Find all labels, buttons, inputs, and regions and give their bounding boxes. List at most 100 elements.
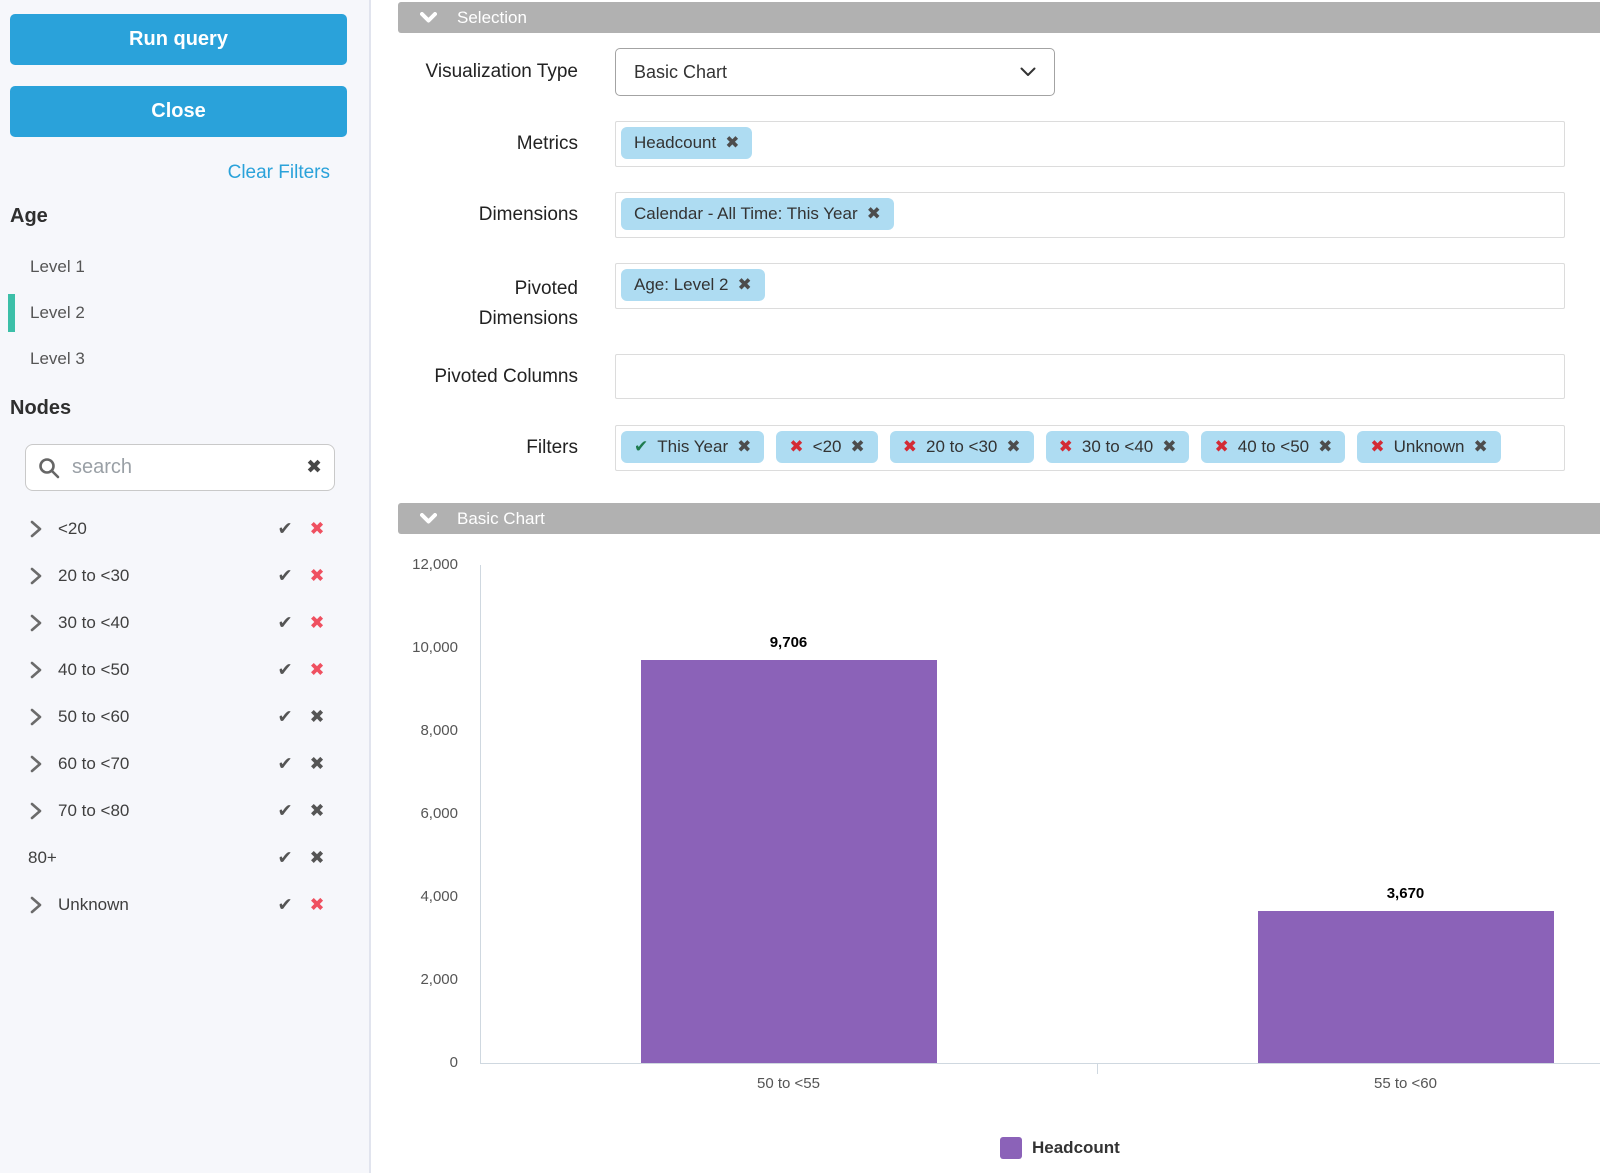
- search-box: ✖: [25, 444, 335, 491]
- node-row: 50 to <60 ✔ ✖: [0, 693, 371, 740]
- visualization-type-value: Basic Chart: [634, 61, 728, 82]
- node-label[interactable]: 40 to <50: [58, 659, 130, 679]
- nodes-heading: Nodes: [10, 397, 72, 419]
- y-tick-label: 4,000: [420, 888, 458, 905]
- filter-chip-label: This Year: [657, 437, 729, 456]
- dimension-chip: Calendar - All Time: This Year ✖: [621, 198, 894, 230]
- node-row: 70 to <80 ✔ ✖: [0, 787, 371, 834]
- collapse-chevron-icon[interactable]: [420, 12, 437, 23]
- sidebar-level-item[interactable]: Level 3: [0, 336, 371, 382]
- chip-remove-icon[interactable]: ✖: [737, 275, 752, 294]
- filter-chip: ✖ Unknown ✖: [1357, 431, 1501, 463]
- filter-exclude-x-icon: ✖: [1058, 437, 1073, 456]
- legend-swatch: [1000, 1137, 1022, 1159]
- select-chevron-down-icon: [1020, 67, 1036, 77]
- metrics-label: Metrics: [516, 133, 578, 154]
- chip-remove-icon[interactable]: ✖: [1318, 437, 1333, 456]
- search-input[interactable]: [70, 455, 307, 480]
- collapse-chevron-icon[interactable]: [420, 513, 437, 524]
- node-include-check-icon[interactable]: ✔: [277, 659, 293, 679]
- close-button[interactable]: Close: [10, 86, 347, 137]
- chip-remove-icon[interactable]: ✖: [850, 437, 865, 456]
- filter-include-check-icon: ✔: [634, 437, 649, 456]
- node-expand-chevron-icon[interactable]: [30, 802, 42, 820]
- y-axis-line: [480, 565, 481, 1063]
- node-exclude-x-icon[interactable]: ✖: [309, 565, 325, 585]
- node-include-check-icon[interactable]: ✔: [277, 706, 293, 726]
- node-exclude-x-icon[interactable]: ✖: [309, 612, 325, 632]
- x-axis-tick: [1097, 1064, 1098, 1074]
- pivoted-dimensions-field[interactable]: Age: Level 2 ✖: [615, 263, 1565, 309]
- bar-headcount-2[interactable]: [1257, 910, 1554, 1063]
- node-label[interactable]: 50 to <60: [58, 706, 130, 726]
- node-label[interactable]: <20: [58, 518, 87, 538]
- node-include-check-icon[interactable]: ✔: [277, 753, 293, 773]
- node-exclude-x-icon[interactable]: ✖: [309, 706, 325, 726]
- chip-remove-icon[interactable]: ✖: [866, 204, 881, 223]
- node-include-check-icon[interactable]: ✔: [277, 612, 293, 632]
- search-clear-icon[interactable]: ✖: [306, 457, 322, 478]
- node-include-check-icon[interactable]: ✔: [277, 847, 293, 867]
- filters-field[interactable]: ✔ This Year ✖ ✖ <20 ✖ ✖ 20 to <30 ✖ ✖ 30 to <40 ✖ ✖ 4…: [615, 425, 1565, 471]
- node-exclude-x-icon[interactable]: ✖: [309, 894, 325, 914]
- node-expand-chevron-icon[interactable]: [30, 614, 42, 632]
- node-include-check-icon[interactable]: ✔: [277, 565, 293, 585]
- node-include-check-icon[interactable]: ✔: [277, 894, 293, 914]
- y-tick-label: 6,000: [420, 805, 458, 822]
- node-include-check-icon[interactable]: ✔: [277, 518, 293, 538]
- pivoted-dimension-chip-label: Age: Level 2: [634, 275, 729, 294]
- x-axis-line: [480, 1063, 1600, 1064]
- sidebar-level-item[interactable]: Level 1: [0, 244, 371, 290]
- run-query-button[interactable]: Run query: [10, 14, 347, 65]
- pivoted-columns-label: Pivoted Columns: [434, 366, 578, 387]
- filter-exclude-x-icon: ✖: [902, 437, 917, 456]
- pivoted-dimensions-label: Pivoted Dimensions: [478, 278, 578, 329]
- pivoted-columns-field[interactable]: [615, 354, 1565, 399]
- node-exclude-x-icon[interactable]: ✖: [309, 518, 325, 538]
- node-exclude-x-icon[interactable]: ✖: [309, 800, 325, 820]
- sidebar-level-item[interactable]: Level 2: [0, 290, 371, 336]
- dimensions-field[interactable]: Calendar - All Time: This Year ✖: [615, 192, 1565, 238]
- node-label[interactable]: 30 to <40: [58, 612, 130, 632]
- node-exclude-x-icon[interactable]: ✖: [309, 659, 325, 679]
- filter-chip: ✖ 40 to <50 ✖: [1201, 431, 1346, 463]
- age-level-list: Level 1 Level 2 Level 3: [0, 244, 371, 382]
- bar-value-label: 9,706: [769, 634, 808, 652]
- chip-remove-icon[interactable]: ✖: [737, 437, 752, 456]
- bar-headcount-1[interactable]: [640, 660, 937, 1063]
- chip-remove-icon[interactable]: ✖: [1006, 437, 1021, 456]
- metrics-field[interactable]: Headcount ✖: [615, 121, 1565, 167]
- legend-item-headcount[interactable]: Headcount: [1000, 1137, 1120, 1159]
- node-expand-chevron-icon[interactable]: [30, 520, 42, 538]
- node-label[interactable]: Unknown: [58, 894, 129, 914]
- node-row: 80+ ✔ ✖: [0, 834, 371, 881]
- legend-label: Headcount: [1032, 1138, 1120, 1157]
- node-row: Unknown ✔ ✖: [0, 881, 371, 928]
- sidebar: Run query Close Clear Filters Age Level …: [0, 0, 371, 1173]
- level-label: Level 2: [30, 303, 85, 322]
- clear-filters-link[interactable]: Clear Filters: [227, 162, 330, 183]
- node-label[interactable]: 70 to <80: [58, 800, 130, 820]
- node-include-check-icon[interactable]: ✔: [277, 800, 293, 820]
- filter-chip: ✖ <20 ✖: [776, 431, 878, 463]
- node-expand-chevron-icon[interactable]: [30, 708, 42, 726]
- node-expand-chevron-icon[interactable]: [30, 567, 42, 585]
- chip-remove-icon[interactable]: ✖: [1473, 437, 1488, 456]
- filter-chip-label: Unknown: [1393, 437, 1465, 456]
- basic-chart-section-header[interactable]: Basic Chart: [398, 503, 1600, 534]
- chip-remove-icon[interactable]: ✖: [725, 133, 740, 152]
- visualization-type-select[interactable]: Basic Chart: [615, 48, 1055, 96]
- node-exclude-x-icon[interactable]: ✖: [309, 847, 325, 867]
- node-exclude-x-icon[interactable]: ✖: [309, 753, 325, 773]
- node-expand-chevron-icon[interactable]: [30, 661, 42, 679]
- node-expand-chevron-icon[interactable]: [30, 896, 42, 914]
- filter-chip: ✖ 30 to <40 ✖: [1045, 431, 1190, 463]
- selection-section-header[interactable]: Selection: [398, 2, 1600, 33]
- node-expand-chevron-icon[interactable]: [30, 755, 42, 773]
- node-label[interactable]: 60 to <70: [58, 753, 130, 773]
- node-label[interactable]: 20 to <30: [58, 565, 130, 585]
- node-label[interactable]: 80+: [28, 847, 57, 867]
- node-row: <20 ✔ ✖: [0, 505, 371, 552]
- chip-remove-icon[interactable]: ✖: [1162, 437, 1177, 456]
